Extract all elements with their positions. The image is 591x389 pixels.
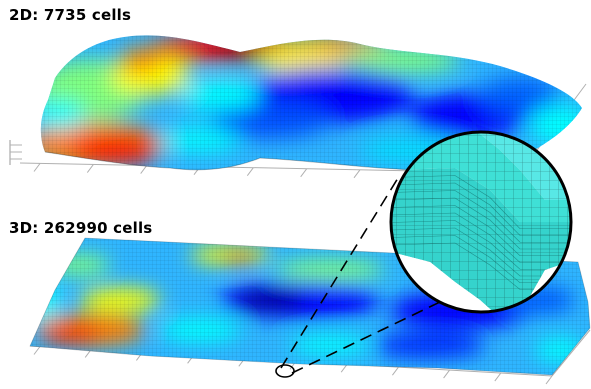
inset-layer-line [391, 182, 571, 236]
axis-tick [353, 169, 361, 179]
zoom-source-marker [275, 364, 295, 378]
axis-tick [33, 163, 41, 172]
inset-layer-line [391, 220, 571, 270]
axis-tick [545, 375, 553, 385]
inset-layer-line [391, 212, 571, 263]
axis-tick [33, 346, 41, 355]
inset-layer-line [391, 205, 571, 257]
axis-tick [494, 372, 502, 382]
axis-tick [86, 164, 94, 173]
inset-layer-line [391, 190, 571, 243]
axis-tick [443, 369, 451, 379]
title-3d-label: 3D: 262990 cells [9, 219, 153, 237]
axis-tick [300, 168, 308, 178]
zoom-callout-lines [280, 177, 441, 374]
inset-layer-line [391, 197, 571, 250]
axis-tick [246, 167, 254, 177]
axis-tick [140, 165, 148, 174]
title-2d-label: 2D: 7735 cells [9, 6, 132, 24]
axis-tick [391, 366, 399, 376]
axis-tick [340, 363, 348, 373]
inset-layer-line [391, 227, 571, 277]
inset-layer-line [391, 175, 571, 230]
